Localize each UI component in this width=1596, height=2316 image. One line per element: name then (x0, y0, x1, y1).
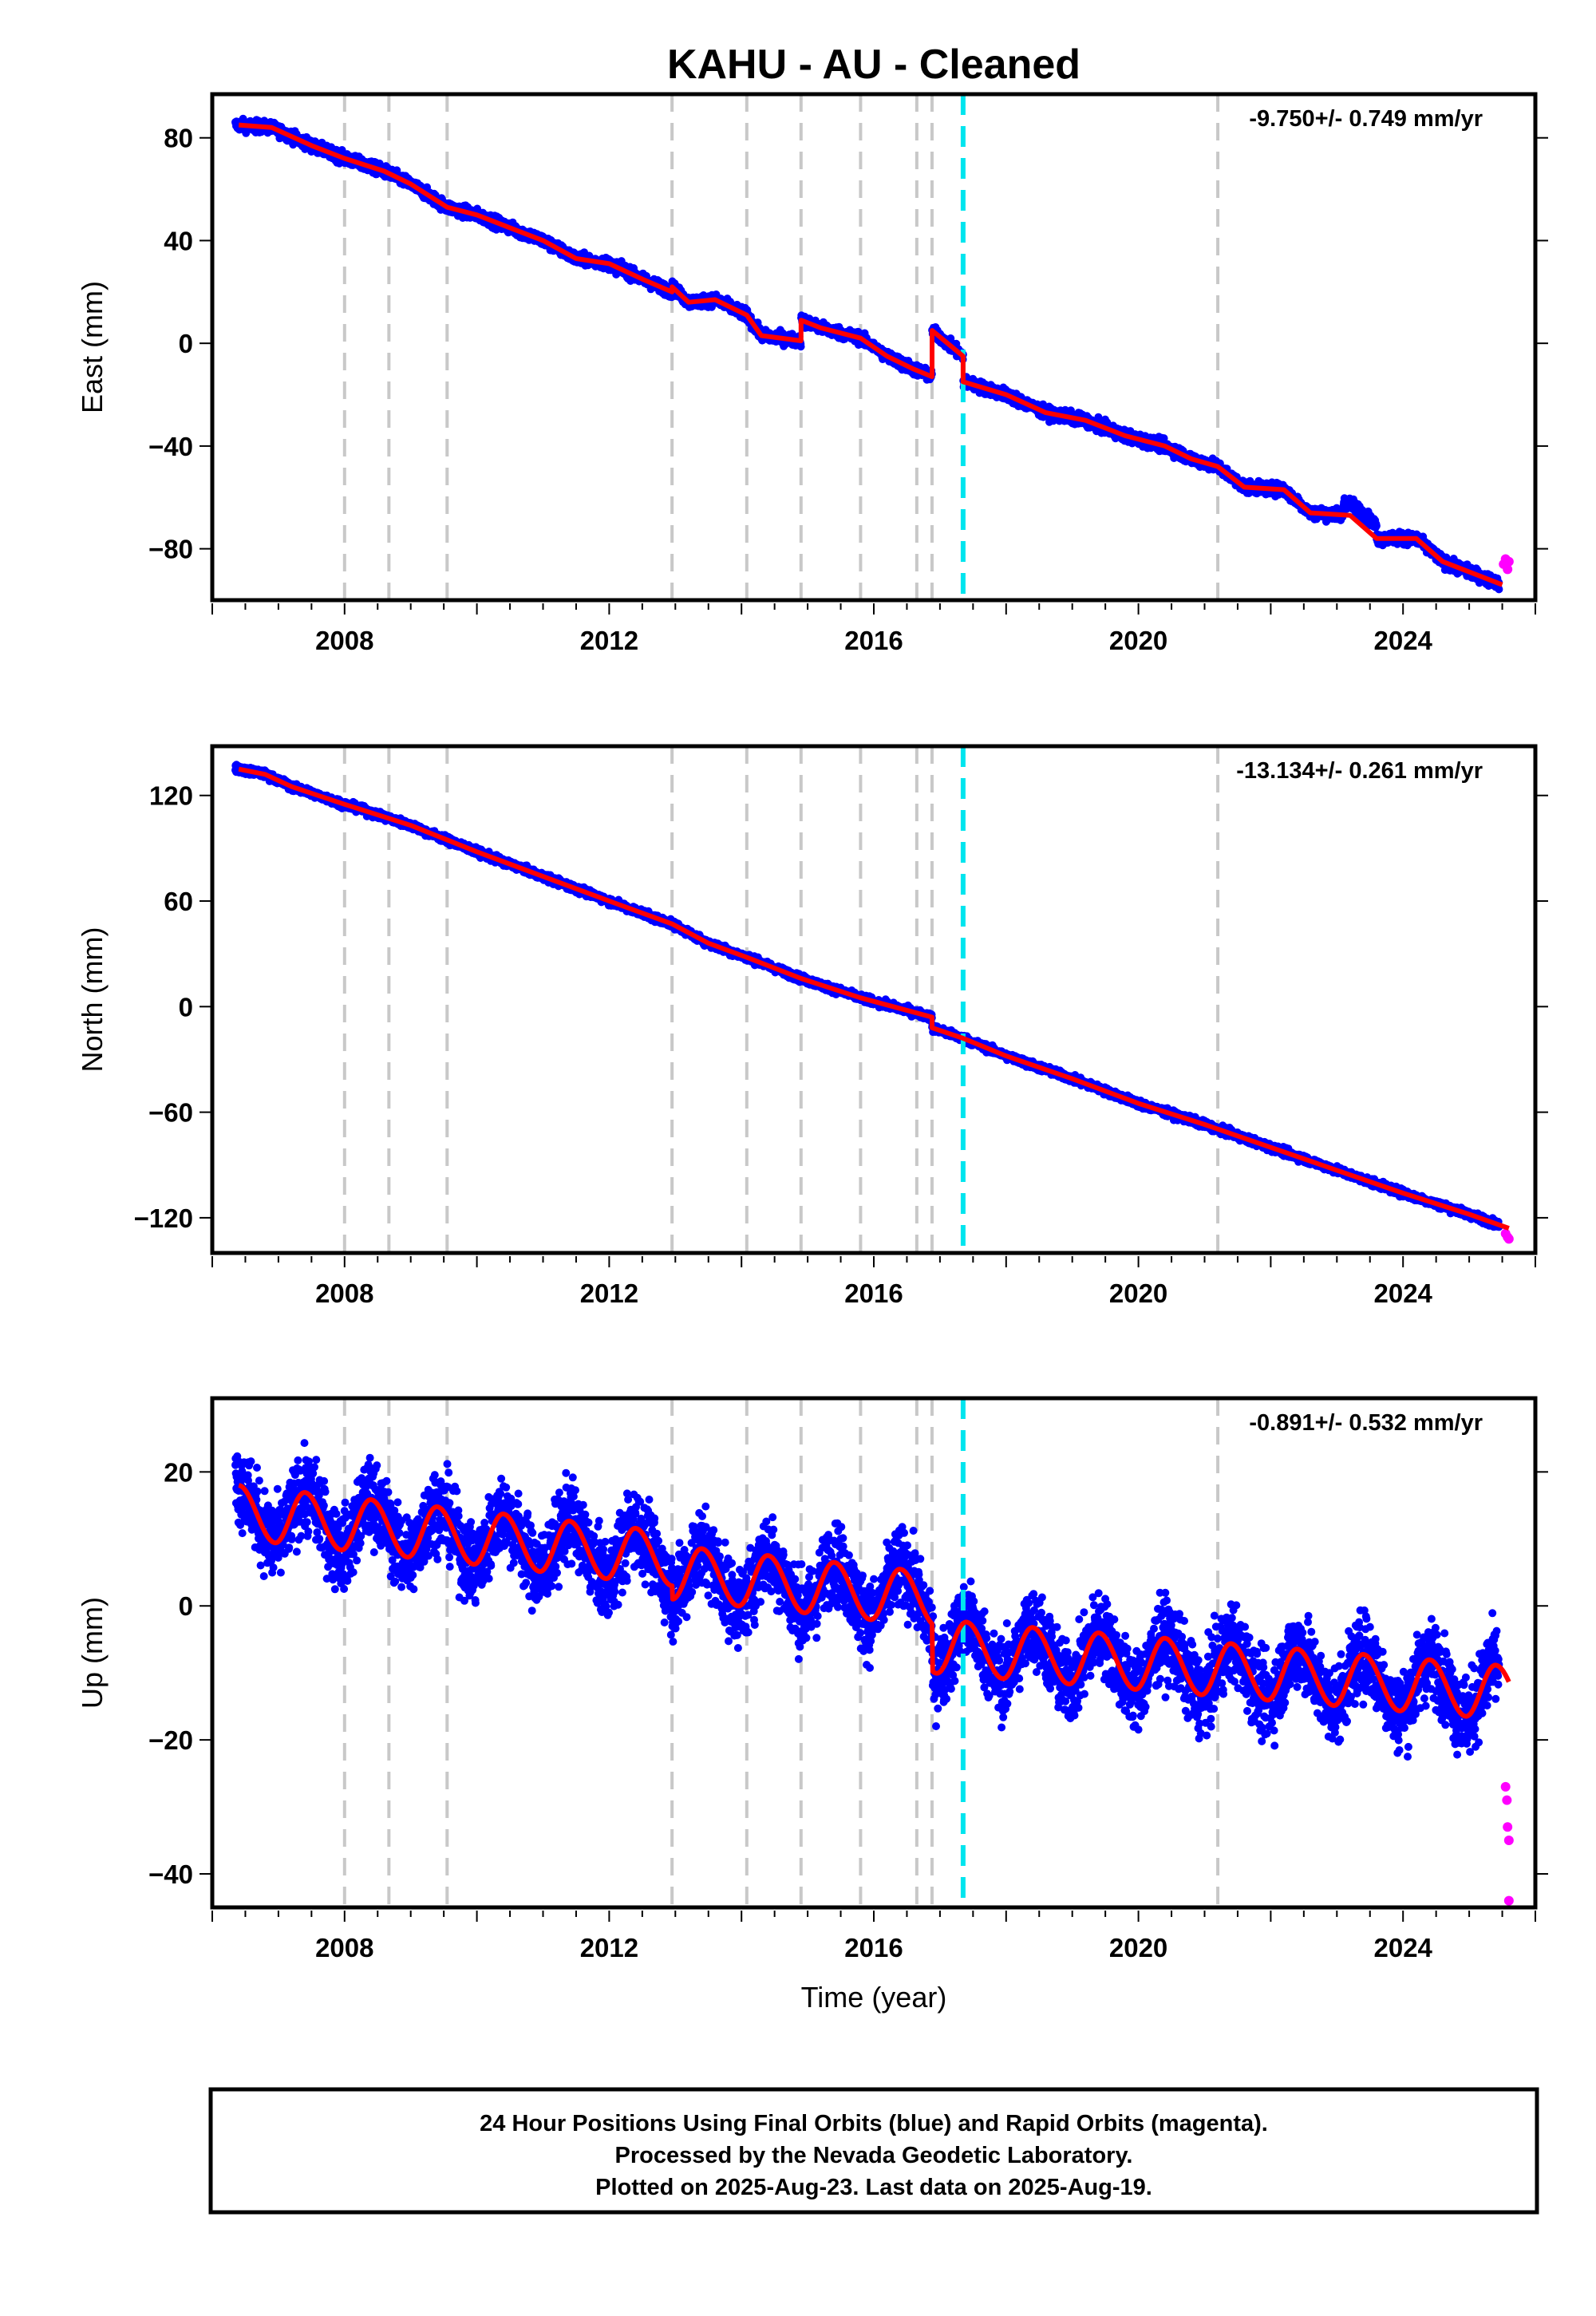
x-tick-label: 2024 (1373, 626, 1432, 655)
y-axis-label: North (mm) (76, 927, 109, 1073)
x-axis-label: Time (year) (801, 1981, 947, 2014)
model-fit-line (237, 1483, 1511, 1719)
x-tick-label: 2016 (844, 626, 903, 655)
y-tick-label: −80 (148, 535, 193, 564)
x-tick-label: 2024 (1373, 1279, 1432, 1308)
y-tick-label: 0 (179, 992, 193, 1022)
north-panel: 2008 2012 2016 2020 2024 120 60 0 −60 −120 North (… (76, 744, 1548, 1308)
x-tick-label: 2020 (1109, 1933, 1167, 1962)
plot-area (231, 94, 1514, 600)
y-tick-label: 0 (179, 329, 193, 358)
footer-line-3: Plotted on 2025-Aug-23. Last data on 202… (595, 2175, 1152, 2200)
footer-line-1: 24 Hour Positions Using Final Orbits (bl… (480, 2111, 1268, 2136)
footer-line-2: Processed by the Nevada Geodetic Laborat… (615, 2143, 1133, 2168)
model-fit-line (238, 122, 1503, 587)
plot-frame (210, 744, 1538, 1255)
x-tick-label: 2016 (844, 1933, 903, 1962)
y-tick-label: 0 (179, 1591, 193, 1621)
x-tick-label: 2012 (580, 1933, 638, 1962)
velocity-rate-label: -0.891+/- 0.532 mm/yr (1249, 1410, 1483, 1436)
plot-area (231, 746, 1514, 1253)
final-orbit-points (231, 114, 1503, 594)
plot-frame (210, 1396, 1538, 1910)
rapid-orbit-point (1500, 1781, 1511, 1792)
y-tick-label: 40 (164, 226, 193, 255)
y-axis-label: Up (mm) (76, 1597, 109, 1709)
y-tick-label: 120 (149, 781, 193, 811)
velocity-rate-label: -13.134+/- 0.261 mm/yr (1236, 758, 1483, 784)
x-tick-label: 2020 (1109, 626, 1167, 655)
x-tick-label: 2008 (315, 1933, 373, 1962)
velocity-rate-label: -9.750+/- 0.749 mm/yr (1249, 106, 1483, 132)
plot-frame (210, 92, 1538, 603)
y-axis-label: East (mm) (76, 281, 109, 413)
up-panel: 2008 2012 2016 2020 2024 20 0 −20 −40 Up (mm) -0.8… (76, 1396, 1548, 1962)
final-orbit-points (231, 1439, 1503, 1761)
x-tick-label: 2012 (580, 626, 638, 655)
y-tick-label: −20 (148, 1725, 193, 1755)
rapid-orbit-point (1503, 564, 1513, 575)
y-tick-label: −60 (148, 1098, 193, 1128)
plot-area (231, 1398, 1514, 1907)
rapid-orbit-point (1503, 1822, 1513, 1832)
y-tick-label: −40 (148, 432, 193, 461)
east-panel: 2008 2012 2016 2020 2024 80 40 0 −40 −80 East (mm)… (76, 92, 1548, 655)
y-tick-label: −40 (148, 1860, 193, 1889)
x-tick-label: 2008 (315, 626, 373, 655)
rapid-orbit-point (1503, 1895, 1514, 1906)
rapid-orbit-point (1503, 556, 1514, 567)
rapid-orbit-point (1503, 1234, 1514, 1244)
y-tick-label: 80 (164, 124, 193, 153)
chart-title: KAHU - AU - Cleaned (667, 41, 1080, 88)
y-tick-label: 20 (164, 1457, 193, 1487)
footer-box: 24 Hour Positions Using Final Orbits (bl… (208, 2087, 1539, 2215)
y-tick-label: 60 (164, 887, 193, 916)
x-tick-label: 2016 (844, 1279, 903, 1308)
rapid-orbit-point (1503, 1836, 1514, 1846)
rapid-orbit-point (1502, 1795, 1512, 1805)
x-tick-label: 2008 (315, 1279, 373, 1308)
x-tick-label: 2012 (580, 1279, 638, 1308)
model-fit-line (238, 766, 1510, 1231)
x-tick-label: 2024 (1373, 1933, 1432, 1962)
x-tick-label: 2020 (1109, 1279, 1167, 1308)
y-tick-label: −120 (134, 1203, 193, 1233)
